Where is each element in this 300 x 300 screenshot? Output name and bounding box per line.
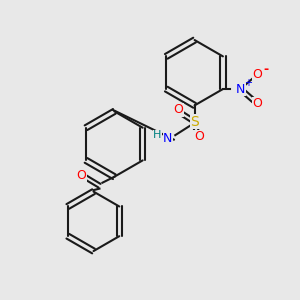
Text: O: O — [252, 68, 262, 81]
Text: S: S — [190, 115, 199, 129]
Text: O: O — [194, 130, 204, 143]
Text: O: O — [252, 98, 262, 110]
Text: H: H — [153, 130, 162, 140]
Text: -: - — [263, 63, 268, 76]
Text: O: O — [77, 169, 87, 182]
Text: N: N — [236, 82, 245, 96]
Text: +: + — [244, 78, 252, 88]
Text: N: N — [163, 132, 172, 145]
Text: O: O — [173, 103, 183, 116]
